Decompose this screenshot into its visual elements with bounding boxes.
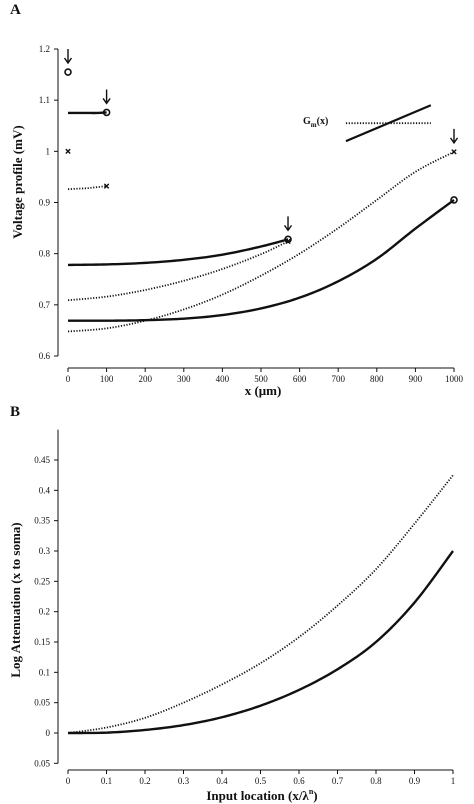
gm-inset-label: Gm(x) xyxy=(303,116,328,129)
panel-b-series-0-line xyxy=(67,550,454,735)
panel-a-series-2-line xyxy=(68,111,107,115)
panel-a-series-5-line xyxy=(67,240,289,302)
input-arrow-1 xyxy=(102,89,111,105)
panel-a-series-5-end-marker xyxy=(285,238,291,245)
panel-a-x-axis-label: x (μm) xyxy=(245,383,282,398)
panel-a-x-tick-label: 700 xyxy=(331,374,345,384)
input-arrow-3 xyxy=(449,128,459,145)
panel-b-y-tick-label: 0.35 xyxy=(34,516,50,526)
panel-b-x-tick-label: 0.4 xyxy=(216,776,228,786)
panel-a-x-tick-label: 1000 xyxy=(445,374,464,384)
panel-a-y-tick-label: 0.8 xyxy=(39,249,51,259)
panel-a-series-0-end-marker xyxy=(64,68,72,76)
panel-a-x-tick-label: 900 xyxy=(409,374,423,384)
panel-b-x-tick-label: 0.5 xyxy=(255,776,267,786)
panel-b-x-tick-label: 0.2 xyxy=(139,776,150,786)
panel-a-y-tick-label: 1.1 xyxy=(39,95,50,105)
panel-b-y-tick-label: 0.1 xyxy=(39,667,50,677)
panel-b-y-axis-label: Log Attenuation (x to soma) xyxy=(8,522,23,677)
input-arrow-0 xyxy=(63,49,73,65)
panel-b-y-tick-label: 0 xyxy=(46,728,51,738)
panel-a-x-tick-label: 100 xyxy=(100,374,114,384)
panel-a-x-tick-label: 300 xyxy=(177,374,191,384)
panel-a-series-2-end-marker xyxy=(102,108,111,117)
panel-a-y-tick-label: 0.9 xyxy=(39,198,51,208)
panel-a-series-3-end-marker xyxy=(103,183,110,189)
panel-a-gm-inset: Gm(x) xyxy=(303,104,432,143)
panel-a-series-7-line xyxy=(67,151,455,333)
panel-b-y-tick-label: 0.15 xyxy=(34,637,50,647)
panel-a-y-axis-label: Voltage profile (mV) xyxy=(10,125,25,238)
gm-inset-line-1 xyxy=(345,104,432,143)
panel-a-series-6-line xyxy=(67,198,455,322)
panel-b-x-tick-label: 0.8 xyxy=(370,776,382,786)
panel-a: A Voltage profile (mV) x (μm) 0 100 200 300… xyxy=(10,2,464,398)
panel-b-series xyxy=(67,474,454,735)
panel-a-x-tick-label: 400 xyxy=(216,374,230,384)
panel-a-y-tick-label: 0.7 xyxy=(39,300,51,310)
panel-a-x-tick-label: 0 xyxy=(66,374,71,384)
panel-b-series-1-line xyxy=(67,474,454,734)
input-arrow-2 xyxy=(283,216,293,232)
panel-a-y-tick-label: 1 xyxy=(46,146,51,156)
panel-b-x-tick-label: 0.3 xyxy=(178,776,190,786)
panel-a-series-3-line xyxy=(67,185,107,191)
panel-b-x-tick-label: 0.1 xyxy=(101,776,112,786)
panel-a-series xyxy=(64,68,458,333)
panel-a-label: A xyxy=(10,2,21,18)
panel-b-y-tick-label: 0.25 xyxy=(34,576,50,586)
panel-a-x-tick-label: 200 xyxy=(138,374,152,384)
panel-a-x-tick-label: 600 xyxy=(293,374,307,384)
panel-a-input-arrows xyxy=(63,49,459,232)
panel-a-x-tick-label: 500 xyxy=(254,374,268,384)
panel-a-series-1-end-marker xyxy=(65,148,71,155)
panel-b-x-tick-label: 0 xyxy=(66,776,71,786)
panel-a-series-4-line xyxy=(67,238,289,267)
panel-b-y-tick-label: 0.05 xyxy=(34,758,50,768)
panel-a-series-7-end-marker xyxy=(451,149,457,155)
panel-b-y-tick-label: 0.4 xyxy=(39,485,51,495)
panel-a-series-6-end-marker xyxy=(450,196,458,204)
panel-b-axes: 0 0.1 0.2 0.3 0.4 0.5 0.6 0.7 0.8 0.9 1 0.05 0 0.05 0.… xyxy=(34,429,456,786)
panel-b-x-tick-label: 0.7 xyxy=(332,776,344,786)
panel-b-x-tick-label: 0.6 xyxy=(293,776,305,786)
panel-a-x-tick-label: 800 xyxy=(370,374,384,384)
panel-b-label: B xyxy=(10,404,20,420)
panel-b-y-tick-label: 0.45 xyxy=(34,455,50,465)
panel-b-y-tick-label: 0.2 xyxy=(39,607,50,617)
panel-a-y-tick-label: 1.2 xyxy=(39,44,50,54)
panel-b-x-tick-label: 0.9 xyxy=(409,776,421,786)
panel-b-x-tick-label: 1 xyxy=(451,776,456,786)
panel-a-y-tick-label: 0.6 xyxy=(39,351,51,361)
panel-b-y-tick-label: 0.05 xyxy=(34,698,50,708)
panel-b-x-axis-label: Input location (x/λn) xyxy=(206,787,317,803)
panel-a-axes: 0 100 200 300 400 500 600 700 800 900 1000 0.6 0.7 0.… xyxy=(39,44,464,384)
panel-b-y-tick-label: 0.3 xyxy=(39,546,51,556)
panel-b: B Log Attenuation (x to soma) Input loca… xyxy=(8,404,455,803)
